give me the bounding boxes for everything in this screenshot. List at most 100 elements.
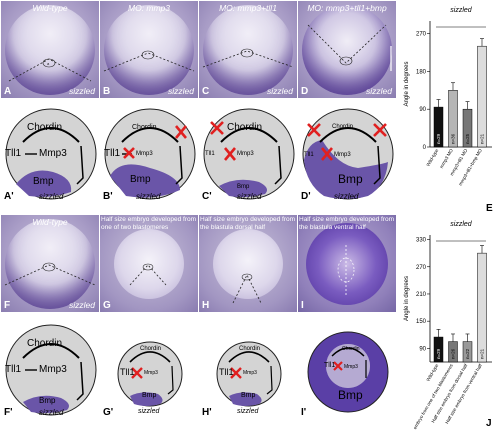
tll1-label: Tll1 <box>219 367 234 377</box>
panel-C-title: MO: mmp3+tll1 <box>219 3 277 13</box>
chart-J-svg: sizzled Angle in degrees 90 150 210 270 330 n=2… <box>403 221 492 435</box>
embryo-I <box>306 223 388 305</box>
tll1-label: Tll1 <box>304 152 314 158</box>
panel-G-photo: Half size embryo developed from one of t… <box>100 215 198 312</box>
panel-H'-diagram: Chordin Tll1 Mmp3 Bmp sizzled H' <box>199 322 297 419</box>
sizzled-label: sizzled <box>237 192 262 201</box>
sizzled-label: sizzled <box>138 408 160 415</box>
chordin-label: Chordin <box>332 124 354 130</box>
sizzled-label: sizzled <box>237 408 259 415</box>
panel-D-gene-label: sizzled <box>366 86 392 96</box>
tll1-label: Tll1 <box>120 367 135 377</box>
panel-B-letter: B <box>103 86 111 97</box>
chart-panel-letter: E <box>486 203 493 214</box>
panel-D-photo: MO: mmp3+tll1+bmp sizzled D <box>298 1 396 98</box>
y-tick-label: 90 <box>419 107 426 113</box>
bar-n-label: n=26 <box>450 348 455 359</box>
mmp3-label: Mmp3 <box>334 152 351 158</box>
y-tick-label: 270 <box>416 265 427 271</box>
panel-G'-letter: G' <box>103 407 114 418</box>
bmp-label: Bmp <box>237 184 250 190</box>
sizzled-label: sizzled <box>334 192 359 201</box>
category-label: Wild-type <box>425 148 439 167</box>
sizzled-label: sizzled <box>39 192 64 201</box>
chordin-label: Chordin <box>239 346 261 352</box>
bar <box>462 341 473 363</box>
panel-A-letter: A <box>4 86 12 97</box>
mmp3-label: Mmp3 <box>136 151 153 157</box>
panel-H'-letter: H' <box>202 407 212 418</box>
panel-C-photo: MO: mmp3+tll1 sizzled C <box>199 1 297 98</box>
panel-D-letter: D <box>301 86 309 97</box>
chordin-label: Chordin <box>342 346 360 352</box>
tll1-label: Tll1 <box>5 148 22 159</box>
bar-n-label: n=21 <box>479 133 484 144</box>
embryo-D <box>302 5 392 95</box>
panel-I-title: Half size embryo developed from the blas… <box>299 216 395 231</box>
mmp3-label: Mmp3 <box>344 364 358 370</box>
embryo-C <box>203 5 293 95</box>
panel-A'-diagram: Chordin Tll1 Mmp3 Bmp sizzled A' <box>1 106 99 203</box>
y-tick-label: 0 <box>423 145 427 151</box>
tll1-label: Tll1 <box>324 362 336 369</box>
bar <box>433 336 444 363</box>
panel-G-title: Half size embryo developed from one of t… <box>101 216 197 231</box>
bar-n-label: n=25 <box>465 133 470 144</box>
panel-B'-diagram: Chordin Tll1 Mmp3 Bmp sizzled B' <box>100 106 198 203</box>
panel-I-letter: I <box>301 300 304 311</box>
y-tick-label: 210 <box>416 292 427 298</box>
panel-C-letter: C <box>202 86 210 97</box>
bar-n-label: n=29 <box>436 348 441 359</box>
panel-I'-diagram: Chordin Tll1 Mmp3 Bmp I' <box>298 322 396 419</box>
chart-title: sizzled <box>450 221 473 228</box>
panel-H-title: Half size embryo developed from the blas… <box>200 216 296 231</box>
bar-n-label: n=36 <box>450 133 455 144</box>
bmp-label: Bmp <box>130 174 151 185</box>
bar <box>477 45 487 148</box>
panel-B-gene-label: sizzled <box>168 86 194 96</box>
chart-J: sizzled Angle in degrees 90 150 210 270 330 n=2… <box>400 215 499 435</box>
chart-panel-letter: J <box>486 418 492 429</box>
panel-G-letter: G <box>103 300 111 311</box>
category-label: mmp3 MO <box>439 148 454 169</box>
chordin-label: Chordin <box>227 122 263 133</box>
embryo-F <box>5 219 95 309</box>
bar-n-label: n=22 <box>465 348 470 359</box>
bar <box>448 341 458 363</box>
mmp3-label: Mmp3 <box>144 370 158 376</box>
chordin-label: Chordin <box>27 338 63 349</box>
tll1-label: Tll1 <box>5 364 22 375</box>
y-tick-label: 270 <box>416 32 427 38</box>
bmp-label: Bmp <box>39 396 56 405</box>
y-axis-label: Angle in degrees <box>404 61 410 106</box>
bmp-label: Bmp <box>142 392 157 399</box>
chart-E: sizzled Angle in degrees 0 90 180 270 n=29 Wild… <box>400 1 499 215</box>
bar <box>477 252 487 363</box>
bar-n-label: n=21 <box>479 348 484 359</box>
sizzled-label: sizzled <box>39 408 64 417</box>
chordin-label: Chordin <box>27 122 63 133</box>
panel-C'-diagram: Chordin Tll1 Mmp3 Bmp sizzled C' <box>199 106 297 203</box>
tll1-label: Tll1 <box>205 151 215 157</box>
chordin-label: Chordin <box>140 346 162 352</box>
panel-F-gene-label: sizzled <box>69 300 95 310</box>
mmp3-label: Mmp3 <box>39 148 67 159</box>
bar-n-label: n=29 <box>436 133 441 144</box>
panel-F-letter: F <box>4 300 11 311</box>
panel-F'-letter: F' <box>4 407 13 418</box>
bmp-label: Bmp <box>338 172 363 186</box>
panel-G'-diagram: Chordin Tll1 Mmp3 Bmp sizzled G' <box>100 322 198 419</box>
panel-H-photo: Half size embryo developed from the blas… <box>199 215 297 312</box>
panel-B'-letter: B' <box>103 191 113 202</box>
embryo-H <box>213 229 283 299</box>
embryo-A <box>5 5 95 95</box>
bmp-label: Bmp <box>241 392 256 399</box>
panel-A'-letter: A' <box>4 191 14 202</box>
mmp3-label: Mmp3 <box>237 151 254 157</box>
panel-A-title: Wild-type <box>32 3 68 13</box>
bmp-label: Bmp <box>33 176 54 187</box>
panel-D-title: MO: mmp3+tll1+bmp <box>307 3 387 13</box>
panel-H-letter: H <box>202 300 210 311</box>
chordin-label: Chordin <box>132 124 157 131</box>
